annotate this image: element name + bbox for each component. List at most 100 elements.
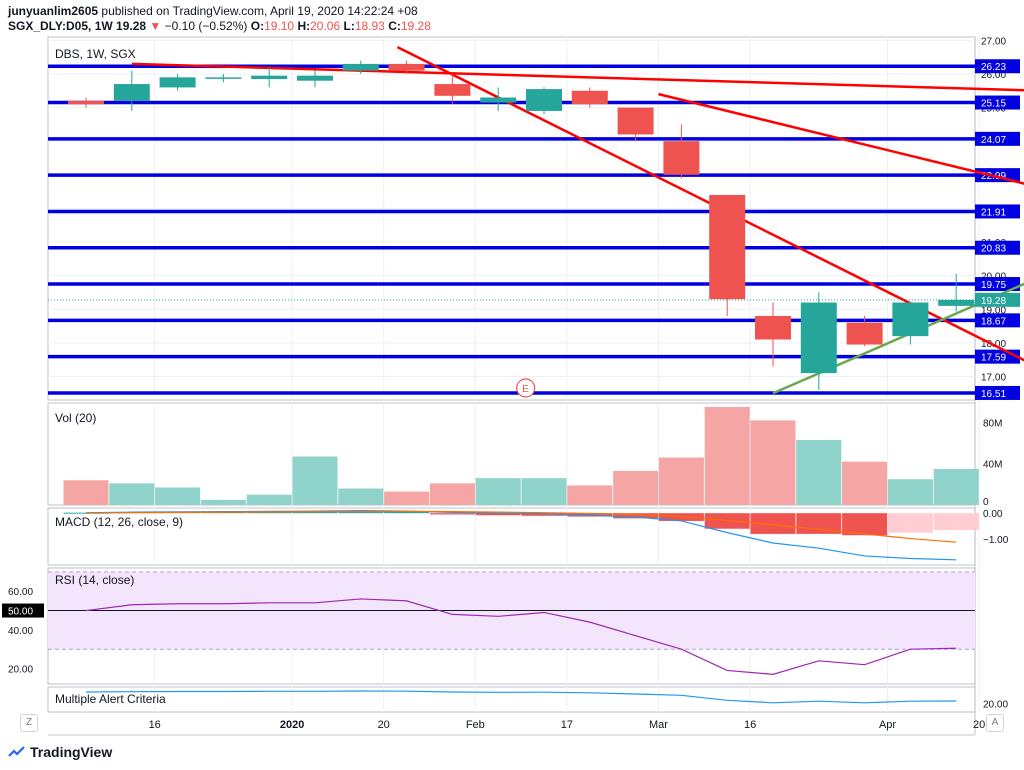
macd-histogram-bar	[933, 513, 979, 531]
volume-bar	[246, 494, 292, 505]
high-value: 20.06	[310, 19, 341, 33]
candle-body	[892, 302, 929, 337]
candle-body	[755, 315, 791, 340]
candle-body	[938, 299, 975, 306]
level-price-label: 26.23	[981, 62, 1006, 73]
rsi-tick-label: 20.00	[8, 665, 33, 676]
level-price-tag	[975, 59, 1020, 74]
author-name[interactable]: junyuanlim2605	[8, 4, 99, 18]
candle-body	[571, 90, 608, 105]
volume-bar	[521, 478, 567, 505]
volume-bar	[842, 461, 888, 505]
down-triangle-icon: ▼	[149, 19, 162, 33]
macd-tick-label: 0.00	[983, 509, 1003, 520]
price-tick-label: 19.00	[981, 305, 1006, 316]
level-price-label: 21.91	[981, 207, 1006, 218]
candle-body	[251, 75, 288, 80]
last-price-label: 19.28	[981, 296, 1006, 307]
candle-body	[617, 107, 654, 135]
level-price-tag	[975, 313, 1020, 328]
level-price-label: 19.75	[981, 280, 1006, 291]
volume-label: Vol (20)	[55, 411, 96, 425]
level-price-tag	[975, 385, 1020, 400]
symbol-ohlc-line: SGX_DLY:D05, 1W 19.28 ▼ −0.10 (−0.52%) O…	[8, 19, 431, 33]
volume-bar	[796, 440, 842, 505]
time-axis-label: 16	[149, 719, 161, 731]
level-price-tag	[975, 95, 1020, 110]
candle-body	[205, 77, 242, 79]
candle-body	[846, 322, 883, 345]
last-price-tag	[975, 292, 1020, 307]
zoom-button[interactable]: Z	[20, 714, 38, 732]
level-price-tag	[975, 131, 1020, 146]
footer-brand: TradingView	[30, 744, 113, 760]
volume-bar	[933, 468, 979, 505]
volume-bar	[292, 456, 338, 505]
level-price-label: 17.59	[981, 353, 1006, 364]
time-axis-label: Mar	[649, 719, 668, 731]
volume-bar	[155, 487, 201, 505]
event-marker-label: E	[522, 384, 529, 395]
open-label: O:	[250, 19, 265, 33]
alert-line	[85, 690, 957, 704]
time-axis-label: Feb	[466, 719, 485, 731]
macd-histogram-bar	[292, 511, 338, 514]
level-price-label: 24.07	[981, 135, 1006, 146]
volume-bar	[750, 420, 796, 505]
candle-body	[800, 302, 837, 374]
time-axis-label: 16	[744, 719, 756, 731]
macd-histogram-bar	[521, 513, 567, 516]
candle-body	[297, 75, 333, 81]
volume-tick-label: 40M	[983, 460, 1002, 471]
tradingview-footer[interactable]: TradingView	[8, 744, 112, 760]
rsi-midline-tag	[2, 603, 44, 618]
auto-scale-button[interactable]: A	[986, 714, 1004, 732]
level-price-label: 20.83	[981, 244, 1006, 255]
low-label: L:	[343, 19, 355, 33]
alert-tick-label: 20.00	[983, 700, 1008, 711]
rsi-label: RSI (14, close)	[55, 573, 134, 587]
macd-histogram-bar	[475, 513, 521, 516]
volume-bar	[384, 491, 430, 505]
time-axis-label: 20	[378, 719, 390, 731]
change-value: −0.10 (−0.52%)	[164, 19, 248, 33]
volume-bar	[887, 479, 933, 505]
price-tick-label: 17.00	[981, 372, 1006, 383]
high-label: H:	[297, 19, 311, 33]
symbol-label: SGX_DLY:D05, 1W	[8, 19, 113, 33]
close-value: 19.28	[400, 19, 431, 33]
rsi-tick-label: 40.00	[8, 626, 33, 637]
earnings-event-icon	[516, 378, 536, 398]
macd-histogram-bar	[613, 513, 659, 519]
candle-body	[480, 97, 517, 103]
macd-histogram-bar	[842, 513, 888, 536]
open-value: 19.10	[264, 19, 295, 33]
volume-bar	[429, 483, 475, 505]
volume-bar	[658, 457, 704, 505]
macd-histogram-bar	[384, 511, 430, 514]
volume-tick-label: 0	[983, 497, 989, 508]
rsi-line	[85, 598, 957, 675]
volume-bar	[567, 485, 613, 505]
volume-bar	[200, 499, 246, 505]
volume-bar	[704, 407, 750, 505]
level-price-tag	[975, 240, 1020, 255]
macd-label: MACD (12, 26, close, 9)	[55, 515, 183, 529]
resistance-trendline	[131, 62, 1024, 92]
candle-body	[159, 77, 196, 88]
level-price-label: 16.51	[981, 389, 1006, 400]
level-price-tag	[975, 204, 1020, 219]
pane-alert	[47, 686, 976, 713]
macd-histogram-bar	[887, 513, 933, 533]
time-axis-label: Apr	[879, 719, 896, 731]
volume-tick-label: 80M	[983, 418, 1002, 429]
low-value: 18.93	[354, 19, 385, 33]
rsi-midline-label: 50.00	[8, 607, 33, 618]
level-price-tag	[975, 277, 1020, 292]
candle-body	[709, 194, 746, 300]
candle-body	[663, 141, 700, 175]
price-tick-label: 27.00	[981, 36, 1006, 47]
candle-body	[113, 84, 150, 101]
chart-title: DBS, 1W, SGX	[55, 47, 136, 61]
